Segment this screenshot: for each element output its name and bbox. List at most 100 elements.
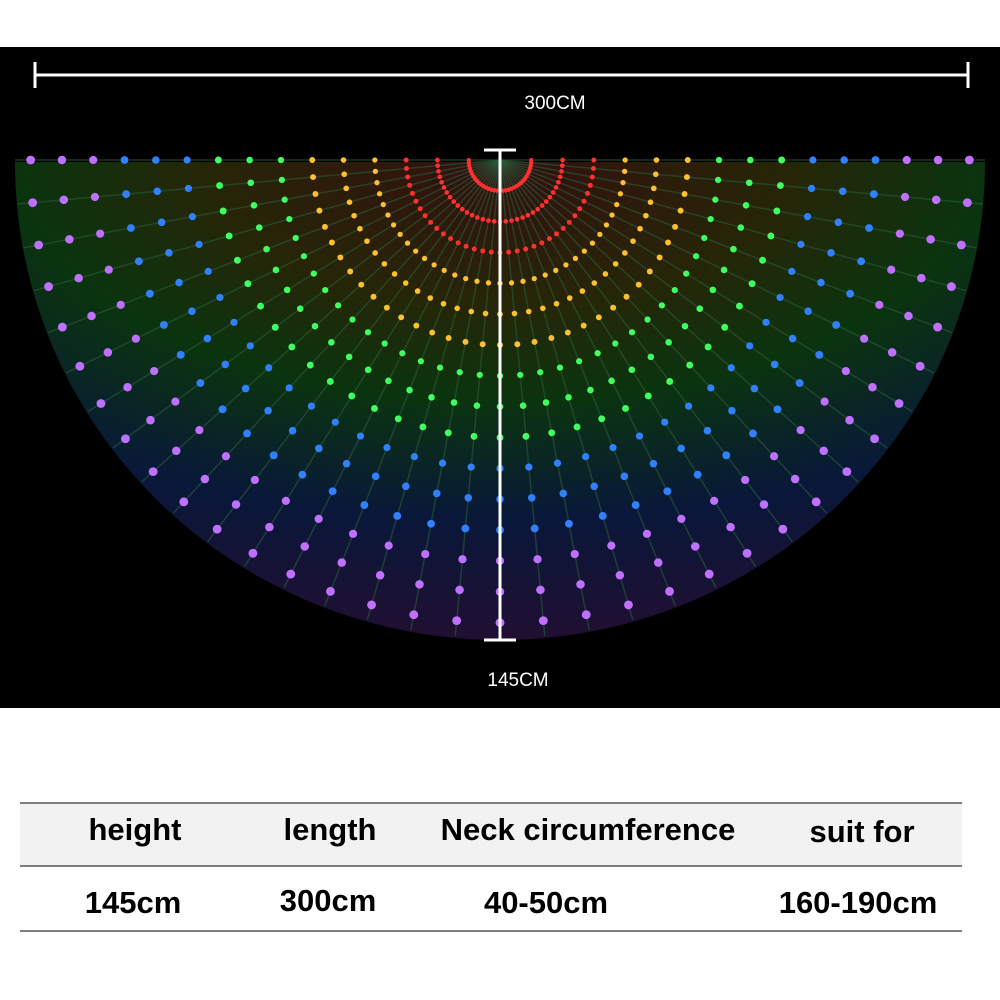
- led: [436, 364, 444, 371]
- led: [397, 231, 403, 237]
- led: [710, 496, 719, 505]
- led: [464, 494, 473, 502]
- led: [306, 361, 314, 369]
- led: [776, 182, 784, 190]
- led: [219, 207, 227, 215]
- led: [371, 472, 380, 481]
- led: [819, 446, 828, 456]
- led: [250, 475, 259, 485]
- led: [444, 429, 452, 437]
- led: [264, 406, 272, 415]
- led: [581, 198, 587, 204]
- led: [385, 377, 392, 385]
- led: [126, 224, 135, 232]
- led: [466, 157, 471, 163]
- led: [414, 288, 421, 294]
- led: [403, 157, 409, 163]
- led: [520, 215, 525, 220]
- led: [572, 255, 579, 262]
- height-label: 145CM: [487, 670, 548, 691]
- led: [121, 434, 130, 444]
- led: [364, 366, 372, 374]
- led: [407, 182, 413, 188]
- led: [573, 423, 581, 431]
- led: [612, 340, 619, 347]
- led: [581, 610, 591, 620]
- led: [803, 213, 812, 221]
- led: [364, 238, 370, 244]
- led: [630, 238, 636, 244]
- value-cell: 300cm: [280, 883, 377, 918]
- led: [590, 166, 596, 172]
- led: [263, 245, 270, 253]
- led: [331, 418, 339, 426]
- led: [417, 358, 425, 365]
- led: [587, 182, 593, 188]
- led: [904, 311, 913, 321]
- led: [677, 514, 686, 523]
- led: [684, 157, 691, 163]
- led: [221, 360, 230, 369]
- led: [200, 474, 210, 484]
- led: [546, 236, 552, 242]
- led: [374, 180, 380, 186]
- led: [575, 358, 583, 365]
- led: [931, 195, 941, 205]
- led: [838, 187, 847, 196]
- led: [520, 278, 526, 284]
- led: [617, 191, 624, 197]
- led: [300, 542, 309, 551]
- led: [474, 278, 480, 284]
- led: [310, 270, 317, 277]
- led: [145, 289, 154, 298]
- led: [742, 548, 752, 558]
- led: [486, 218, 491, 223]
- led: [681, 191, 688, 197]
- led: [277, 156, 285, 164]
- led: [565, 519, 573, 528]
- led: [590, 482, 598, 491]
- led: [391, 271, 398, 277]
- led: [704, 569, 714, 579]
- led: [726, 522, 735, 532]
- led: [566, 219, 572, 225]
- led: [511, 310, 518, 317]
- led: [233, 256, 241, 264]
- led: [580, 322, 587, 329]
- led: [250, 202, 258, 209]
- led: [255, 224, 263, 231]
- led: [123, 383, 132, 392]
- led: [399, 350, 406, 357]
- led: [57, 155, 67, 165]
- led: [748, 280, 756, 288]
- led: [445, 335, 452, 341]
- led: [176, 350, 185, 359]
- led: [591, 280, 598, 286]
- led: [795, 379, 804, 387]
- led: [692, 253, 700, 260]
- led: [409, 190, 415, 196]
- led: [349, 316, 356, 323]
- led: [900, 192, 910, 202]
- led: [525, 308, 532, 315]
- led: [712, 196, 719, 203]
- led: [437, 174, 443, 180]
- led: [120, 156, 129, 164]
- led: [553, 267, 559, 274]
- led: [609, 212, 615, 218]
- led: [103, 348, 113, 357]
- led: [857, 257, 866, 266]
- led: [762, 318, 770, 326]
- led: [417, 206, 423, 212]
- led: [542, 272, 548, 278]
- led: [292, 234, 299, 242]
- led: [817, 278, 825, 287]
- led: [89, 155, 98, 165]
- led: [570, 549, 579, 559]
- led: [776, 293, 784, 302]
- led: [356, 432, 365, 440]
- led: [311, 322, 319, 330]
- led: [643, 212, 649, 219]
- led: [410, 453, 418, 461]
